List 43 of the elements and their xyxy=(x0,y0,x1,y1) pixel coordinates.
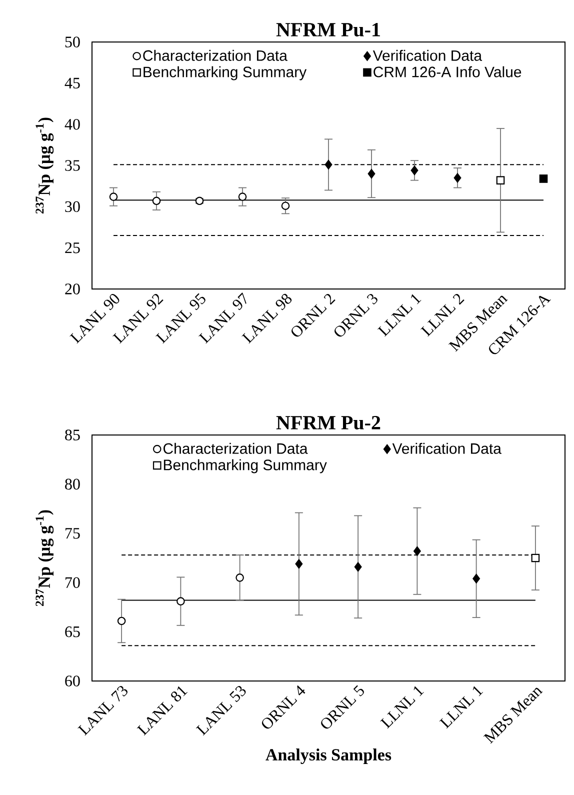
legend-label: Verification Data xyxy=(392,442,502,454)
point xyxy=(238,192,247,201)
y-tick-label: 80 xyxy=(65,478,80,490)
legend-label: Characterization Data xyxy=(143,50,288,61)
legend-label: Benchmarking Summary xyxy=(164,459,327,474)
legend-label: CRM 126-A Info Value xyxy=(374,66,522,78)
chart-title: NFRM Pu-1 xyxy=(276,23,380,36)
point xyxy=(109,192,118,201)
point xyxy=(368,168,376,178)
y-tick-label: 75 xyxy=(66,528,80,539)
y-tick-label: 85 xyxy=(65,430,80,440)
y-tick-label: 60 xyxy=(65,676,80,686)
y-tick-label: 65 xyxy=(65,626,80,638)
y-tick-label: 40 xyxy=(64,118,80,130)
y-tick-label: 45 xyxy=(64,78,80,89)
y-tick-label: 25 xyxy=(65,242,80,254)
point xyxy=(539,174,548,183)
point xyxy=(295,559,303,569)
legend-label: Characterization Data xyxy=(163,442,308,454)
point xyxy=(281,202,290,210)
y-axis-title: $^{237}$Np (µg g$^{-1}$) xyxy=(36,118,54,214)
point xyxy=(236,574,244,582)
point xyxy=(472,574,480,584)
legend-label: Verification Data xyxy=(372,50,482,61)
legend-label: Benchmarking Summary xyxy=(144,66,307,80)
y-tick-label: 20 xyxy=(65,284,80,294)
point xyxy=(454,173,462,183)
y-tick-label: 35 xyxy=(65,160,80,171)
point xyxy=(354,562,362,572)
point xyxy=(413,546,421,556)
y-tick-label: 50 xyxy=(65,36,80,48)
x-axis-title: Analysis Samples xyxy=(266,748,392,764)
point xyxy=(531,554,540,562)
point xyxy=(496,176,505,184)
point xyxy=(117,616,126,626)
y-axis-title: $^{237}$Np (µg g$^{-1}$) xyxy=(36,510,54,606)
point xyxy=(410,166,418,176)
chart-title: NFRM Pu-2 xyxy=(276,416,380,430)
point xyxy=(152,196,161,206)
y-tick-label: 70 xyxy=(66,577,80,588)
point xyxy=(176,597,185,606)
point xyxy=(324,160,332,170)
y-tick-label: 30 xyxy=(65,201,80,212)
